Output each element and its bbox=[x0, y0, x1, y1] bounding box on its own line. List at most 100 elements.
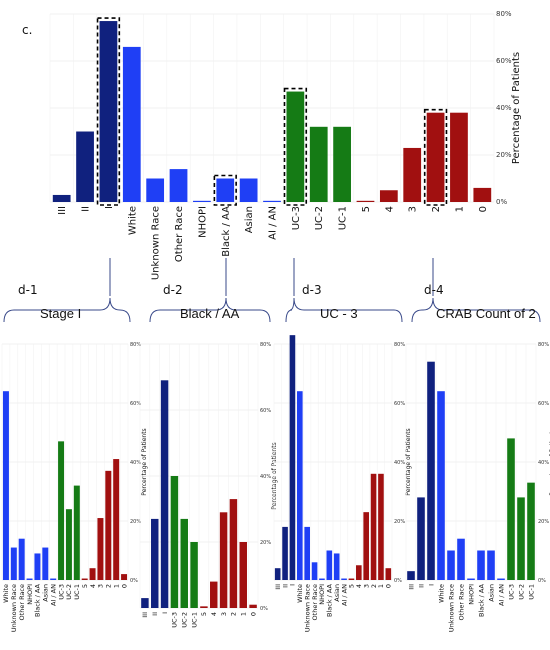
x-tick-label: Unknown Race bbox=[10, 584, 18, 632]
bar-uc-2 bbox=[517, 497, 525, 580]
x-tick-label: UC-2 bbox=[517, 584, 525, 600]
panel-title-stage-i: Stage I bbox=[40, 306, 81, 321]
bar-ii bbox=[151, 518, 159, 608]
x-tick-label: 2 bbox=[105, 584, 113, 588]
bar-2 bbox=[370, 473, 377, 580]
x-tick-label: Other Race bbox=[18, 584, 26, 620]
x-tick-label: 0 bbox=[249, 612, 257, 616]
bar-other-race bbox=[169, 169, 188, 202]
y-tick-label: 60% bbox=[260, 408, 271, 414]
bar-nhopi bbox=[26, 578, 33, 580]
bar-asian bbox=[487, 550, 495, 580]
bar-uc-3 bbox=[170, 476, 179, 608]
y-tick-label: 40% bbox=[130, 460, 141, 466]
y-axis-title: Percentage of Patients bbox=[271, 442, 278, 509]
x-tick-label: Black / AA bbox=[477, 583, 485, 617]
bar-1 bbox=[239, 542, 247, 608]
bar-other-race bbox=[18, 538, 25, 580]
x-tick-label: White bbox=[2, 584, 10, 603]
x-tick-label: 4 bbox=[384, 206, 395, 212]
x-tick-label: I bbox=[104, 206, 115, 209]
bar-uc-1 bbox=[333, 126, 351, 202]
y-tick-label: 0% bbox=[496, 198, 507, 206]
x-tick-label: Asian bbox=[487, 584, 495, 602]
bar-asian bbox=[239, 178, 258, 202]
bar-ii bbox=[282, 526, 288, 580]
highlight-box-uc-3 bbox=[283, 87, 308, 206]
chart-1: 0% 20% 40% 60% 80% White Unknown Race Other Rac… bbox=[1, 342, 148, 632]
x-tick-label: White bbox=[127, 206, 138, 235]
y-tick-label: 60% bbox=[538, 401, 549, 407]
x-tick-label: 0 bbox=[120, 584, 128, 588]
bar-1 bbox=[378, 473, 384, 580]
bar-uc-1 bbox=[73, 485, 80, 580]
x-tick-label: UC-3 bbox=[291, 206, 302, 230]
x-tick-label: III bbox=[274, 584, 282, 590]
bar-asian bbox=[42, 547, 49, 580]
bar-asian bbox=[333, 553, 340, 580]
x-tick-label: UC-1 bbox=[527, 584, 535, 600]
chart-3: 0%20%40%60%80%III II I White Unknown Race Oth… bbox=[273, 335, 412, 632]
x-tick-label: Black / AA bbox=[221, 206, 232, 257]
bar-nhopi bbox=[193, 200, 211, 202]
y-tick-label: 80% bbox=[538, 342, 549, 348]
bar-ai-an bbox=[497, 578, 505, 580]
x-tick-label: I bbox=[427, 584, 435, 586]
panel-label-c: c. bbox=[22, 23, 32, 37]
bar-black-aa bbox=[477, 550, 485, 580]
bar-nhopi bbox=[319, 578, 325, 580]
bar-i bbox=[427, 361, 435, 580]
x-tick-label: AI / AN bbox=[49, 584, 57, 606]
connector-lines bbox=[109, 258, 434, 296]
x-tick-label: Other Race bbox=[311, 584, 319, 620]
x-tick-label: 1 bbox=[377, 584, 385, 588]
bar-nhopi bbox=[467, 578, 475, 580]
x-tick-label: III bbox=[407, 584, 415, 590]
bar-unknown-race bbox=[447, 550, 455, 580]
x-tick-label: UC-1 bbox=[190, 612, 198, 628]
x-tick-label: III bbox=[57, 206, 68, 215]
y-tick-label: 60% bbox=[496, 57, 512, 65]
x-tick-label: NHOPI bbox=[197, 206, 208, 238]
x-tick-label: Asian bbox=[244, 206, 255, 233]
y-tick-label: 40% bbox=[260, 474, 271, 480]
x-tick-label: 4 bbox=[355, 584, 363, 588]
bar-white bbox=[297, 391, 303, 580]
x-tick-label: UC-2 bbox=[314, 206, 325, 230]
x-tick-label: NHOPI bbox=[318, 584, 326, 605]
y-axis-title: Percentage of Patients bbox=[141, 428, 148, 495]
x-tick-label: UC-3 bbox=[507, 584, 515, 600]
connector-label-d4: d-4 bbox=[424, 283, 444, 297]
bar-unknown-race bbox=[304, 526, 310, 580]
x-tick-label: 1 bbox=[454, 206, 465, 212]
y-tick-label: 0% bbox=[260, 606, 268, 612]
bar-5 bbox=[200, 606, 208, 608]
x-tick-label: 3 bbox=[408, 206, 419, 212]
x-tick-label: 2 bbox=[230, 612, 238, 616]
bar-3 bbox=[97, 518, 104, 580]
x-tick-label: II bbox=[417, 584, 425, 588]
bar-uc-2 bbox=[180, 518, 188, 608]
x-tick-label: Black / AA bbox=[34, 583, 42, 617]
bar-3 bbox=[219, 512, 228, 608]
x-tick-label: 5 bbox=[361, 206, 372, 212]
bar-0 bbox=[121, 574, 128, 580]
bar-i bbox=[99, 21, 118, 202]
x-tick-label: UC-3 bbox=[57, 584, 65, 600]
x-tick-label: 2 bbox=[431, 206, 442, 212]
x-tick-label: NHOPI bbox=[26, 584, 34, 605]
x-tick-label: AI / AN bbox=[268, 206, 279, 240]
bar-white bbox=[122, 46, 141, 203]
x-tick-label: II bbox=[151, 612, 159, 616]
y-tick-label: 60% bbox=[394, 401, 405, 407]
y-tick-label: 80% bbox=[394, 342, 405, 348]
bar-5 bbox=[81, 578, 88, 580]
bar-black-aa bbox=[34, 553, 41, 580]
bar-4 bbox=[89, 568, 96, 580]
bar-uc-2 bbox=[65, 509, 72, 580]
x-tick-label: UC-1 bbox=[73, 584, 81, 600]
bar-black-aa bbox=[216, 178, 235, 202]
bar-4 bbox=[356, 565, 362, 580]
bar-0 bbox=[473, 187, 492, 202]
x-tick-label: White bbox=[296, 584, 304, 603]
